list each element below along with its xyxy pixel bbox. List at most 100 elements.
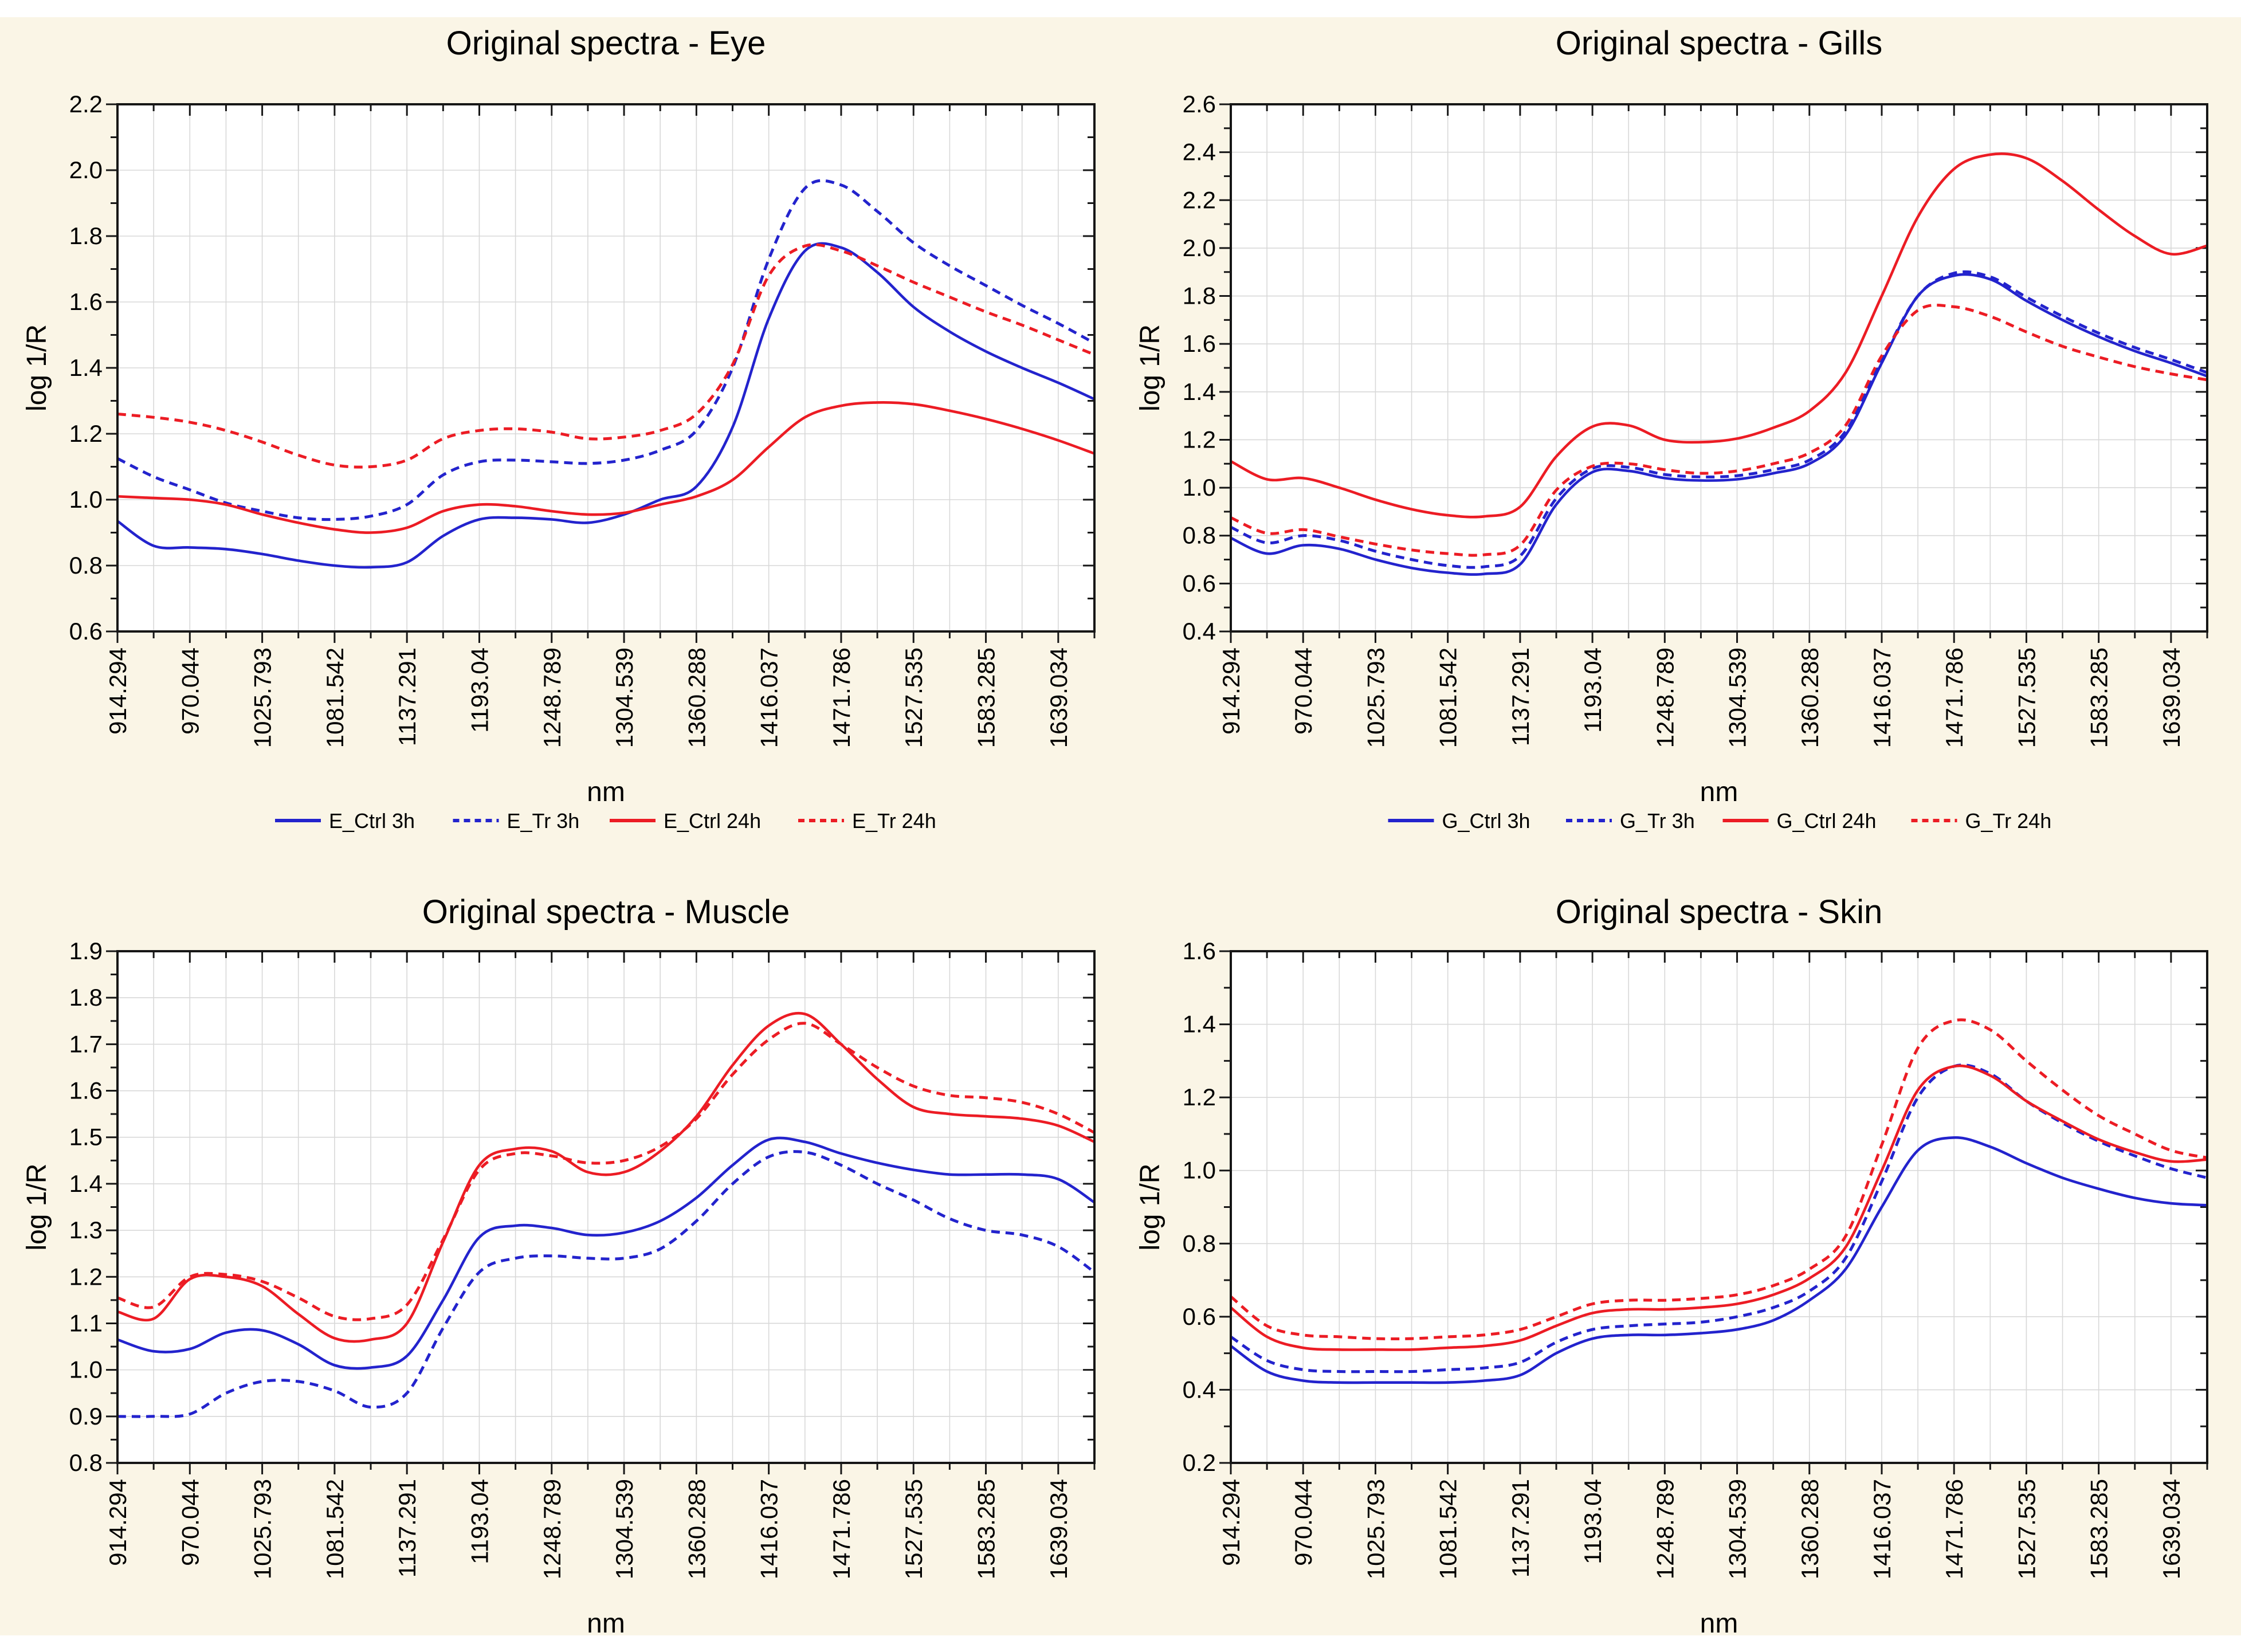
x-tick-label: 914.294	[104, 1479, 131, 1566]
y-tick-label: 1.0	[1183, 474, 1216, 501]
legend-label: G_Tr 24h	[1965, 809, 2052, 833]
legend-label: G_Ctrl 3h	[1442, 809, 1530, 833]
legend-item: G_Tr 3h	[1566, 809, 1695, 833]
x-tick-label: 914.294	[1218, 648, 1245, 735]
y-tick-label: 0.8	[1183, 1230, 1216, 1257]
y-tick-label: 1.4	[1183, 378, 1216, 405]
y-tick-label: 1.9	[69, 937, 103, 964]
x-tick-label: 1416.037	[756, 1479, 783, 1579]
x-tick-label: 970.044	[1290, 648, 1317, 735]
x-tick-label: 1137.291	[1507, 1479, 1534, 1578]
y-tick-label: 1.0	[1183, 1157, 1216, 1184]
y-tick-label: 1.0	[69, 1356, 103, 1383]
y-tick-label: 1.6	[1183, 330, 1216, 357]
x-tick-label: 970.044	[1290, 1479, 1317, 1566]
x-tick-label: 1360.288	[683, 1479, 710, 1579]
plot-border	[116, 103, 1096, 633]
y-tick-label: 1.7	[69, 1030, 103, 1057]
x-tick-label: 1248.789	[1651, 1479, 1678, 1579]
chart-eye: 0.6 0.8 1.0 1.2 1.4 1.6 1.8 2.0 2.2 914.294 970.04…	[22, 25, 1096, 833]
y-tick-label: 1.2	[1183, 1084, 1216, 1111]
series-curve-skin-3	[1230, 1018, 2208, 1341]
plot-border	[116, 950, 1096, 1464]
x-tick-label: 1416.037	[1869, 1479, 1895, 1579]
legend: G_Ctrl 3h G_Tr 3h G_Ctrl 24h G_Tr 24h	[1388, 809, 2052, 833]
series-curve-gills-0	[1230, 273, 2208, 576]
y-tick-label: 1.8	[69, 222, 103, 249]
series-curve-gills-3	[1230, 304, 2208, 557]
legend-item: G_Ctrl 24h	[1722, 809, 1877, 833]
legend-label: E_Ctrl 24h	[664, 809, 761, 833]
x-tick-label: 1304.539	[1724, 1479, 1751, 1579]
y-tick-label: 1.2	[1183, 426, 1216, 453]
y-tick-label: 2.6	[1183, 91, 1216, 117]
x-tick-label: 1025.793	[1362, 648, 1389, 748]
x-tick-label: 1137.291	[1507, 648, 1534, 746]
legend-label: E_Tr 3h	[507, 809, 580, 833]
plot-area	[117, 951, 1094, 1463]
y-axis-label: log 1/R	[1135, 324, 1165, 411]
x-tick-label: 1471.786	[828, 1479, 855, 1579]
series-curve-eye-1	[116, 179, 1096, 521]
y-tick-label: 1.6	[69, 1077, 103, 1104]
series-curve-gills-2	[1230, 152, 2208, 519]
x-tick-label: 1527.535	[2013, 648, 2040, 748]
y-tick-label: 1.6	[69, 288, 103, 315]
x-tick-label: 1639.034	[1045, 1479, 1072, 1579]
series-curve-muscle-1	[117, 1150, 1096, 1418]
y-tick-label: 1.8	[1183, 282, 1216, 309]
legend-item: E_Tr 3h	[453, 809, 580, 833]
x-tick-label: 1025.793	[249, 648, 276, 748]
x-tick-label: 1193.04	[466, 648, 493, 733]
y-axis-label: log 1/R	[1135, 1163, 1165, 1250]
x-tick-label: 1304.539	[1724, 648, 1751, 748]
x-tick-label: 1081.542	[1435, 648, 1462, 748]
x-tick-label: 1471.786	[1941, 1479, 1968, 1579]
y-tick-label: 1.6	[1183, 937, 1216, 964]
y-tick-label: 0.8	[69, 1449, 103, 1476]
y-axis-label: log 1/R	[22, 1163, 52, 1250]
x-tick-label: 1081.542	[1435, 1479, 1462, 1579]
x-tick-label: 970.044	[176, 1479, 203, 1566]
x-tick-label: 914.294	[104, 648, 131, 735]
series-curve-muscle-0	[117, 1136, 1096, 1370]
chart-title: Original spectra - Gills	[1556, 25, 1882, 62]
y-tick-label: 0.8	[69, 552, 103, 579]
y-tick-label: 1.1	[69, 1309, 103, 1336]
y-tick-label: 1.2	[69, 420, 103, 447]
legend: E_Ctrl 3h E_Tr 3h E_Ctrl 24h E_Tr 24h	[275, 809, 936, 833]
x-tick-label: 1583.285	[2086, 1479, 2113, 1579]
x-axis-label: nm	[587, 1608, 625, 1639]
x-tick-label: 1471.786	[1941, 648, 1968, 748]
y-tick-label: 1.0	[69, 486, 103, 513]
y-tick-label: 2.0	[1183, 234, 1216, 261]
y-tick-label: 0.6	[1183, 570, 1216, 597]
x-tick-label: 1639.034	[1045, 648, 1072, 748]
x-tick-label: 1583.285	[973, 648, 1000, 748]
x-axis-label: nm	[1700, 777, 1738, 807]
legend-label: E_Tr 24h	[852, 809, 936, 833]
series-curve-eye-3	[117, 243, 1095, 469]
chart-title: Original spectra - Eye	[446, 25, 766, 62]
x-tick-label: 1137.291	[394, 648, 421, 746]
x-tick-label: 1304.539	[611, 648, 638, 748]
y-tick-label: 1.4	[1183, 1011, 1216, 1038]
legend-item: E_Tr 24h	[798, 809, 936, 833]
x-tick-label: 1193.04	[466, 1479, 493, 1564]
y-tick-label: 0.4	[1183, 618, 1216, 645]
x-tick-label: 1527.535	[900, 1479, 927, 1579]
chart-title: Original spectra - Skin	[1556, 893, 1883, 931]
legend-item: E_Ctrl 24h	[610, 809, 761, 833]
x-tick-label: 1583.285	[2086, 648, 2113, 748]
legend-item: G_Ctrl 3h	[1388, 809, 1530, 833]
series-curve-skin-2	[1230, 1064, 2208, 1351]
series-curve-skin-0	[1230, 1136, 2208, 1384]
x-tick-label: 1025.793	[1362, 1479, 1389, 1579]
chart-title: Original spectra - Muscle	[422, 893, 790, 931]
chart-skin: 0.2 0.4 0.6 0.8 1.0 1.2 1.4 1.6 914.294 970.044 10…	[1135, 893, 2208, 1639]
plot-border	[1230, 950, 2208, 1464]
y-axis-label: log 1/R	[22, 324, 52, 411]
x-tick-label: 1193.04	[1579, 648, 1606, 733]
x-tick-label: 1025.793	[249, 1479, 276, 1579]
